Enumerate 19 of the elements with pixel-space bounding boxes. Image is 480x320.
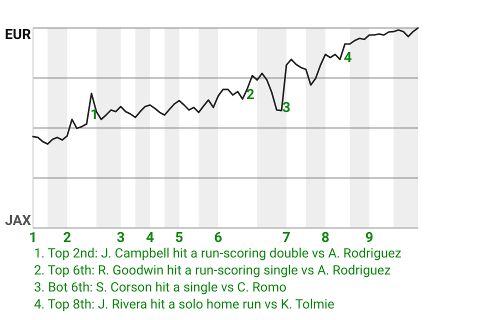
x-tick-label: 7 [282, 230, 290, 246]
text: 4. Top 8th: J. Rivera hit a solo home run vs K. Tolmie [34, 298, 335, 312]
text: 3. Bot 6th: S. Corson hit a single vs C. Romo [34, 280, 287, 296]
annotation: 2 [246, 87, 254, 103]
text: 2. Top 6th: R. Goodwin hit a run-scoring single vs A. Rodriguez [34, 264, 392, 278]
x-tick-label: 3 [116, 230, 125, 246]
annotation: 3 [282, 100, 290, 116]
x-tick-label: 4 [146, 230, 154, 246]
text: JAX [5, 213, 32, 229]
text: EUR [4, 27, 32, 43]
text: 1. Top 2nd: J. Campbell hit a run-scoring double vs A. Rodriguez [34, 246, 402, 262]
x-tick-label: 9 [365, 230, 374, 246]
x-tick-label: 1 [28, 230, 38, 246]
annotation: 1 [90, 107, 98, 123]
x-tick-label: 2 [63, 230, 72, 246]
annotation: 4 [344, 50, 352, 66]
x-tick-label: 8 [321, 230, 330, 246]
x-tick-label: 5 [175, 230, 184, 246]
x-tick-label: 6 [214, 230, 222, 246]
